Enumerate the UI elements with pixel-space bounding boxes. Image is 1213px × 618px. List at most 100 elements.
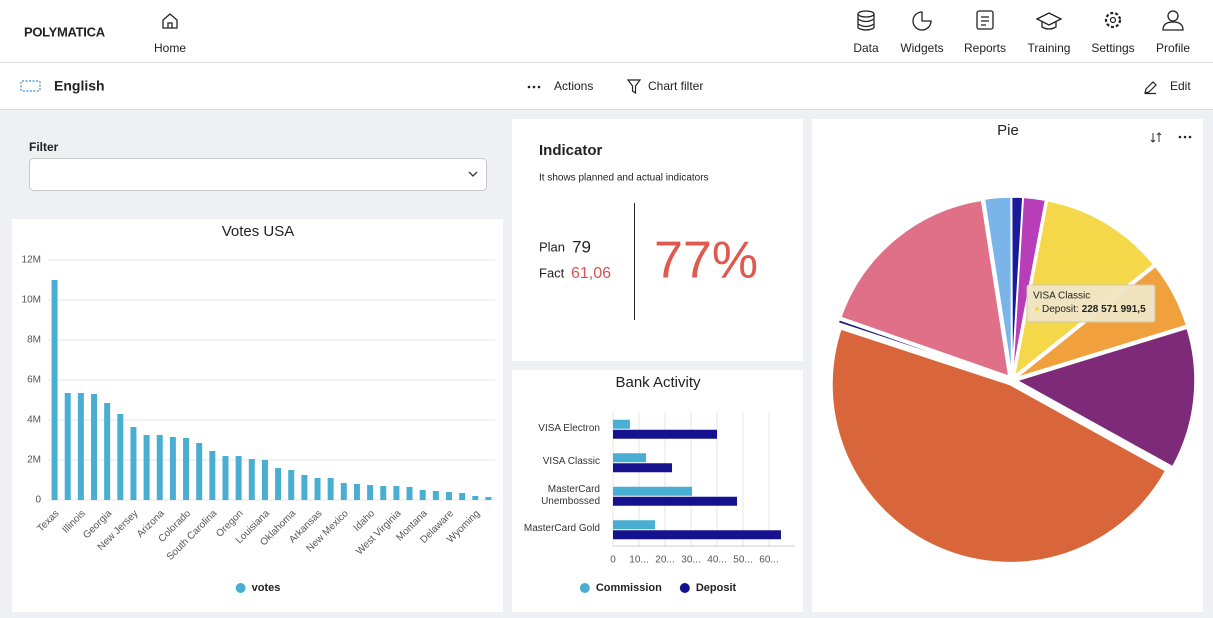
pie-slice	[837, 318, 1008, 380]
y-tick-label: VISA Electron	[538, 422, 600, 434]
chart-title: Pie	[997, 122, 1019, 139]
bar	[485, 497, 492, 500]
indicator-panel	[512, 119, 803, 361]
bar	[380, 486, 387, 500]
x-tick-label: 60...	[759, 555, 778, 566]
chart-filter-label: Chart filter	[648, 79, 703, 93]
nav-reports[interactable]: Reports	[964, 10, 1006, 55]
bar	[459, 493, 466, 500]
bar	[222, 456, 229, 500]
y-tick-label: 4M	[27, 415, 41, 426]
dot	[537, 85, 541, 89]
bar	[288, 470, 295, 500]
widgets-icon	[912, 11, 932, 31]
actions-button[interactable]: Actions	[527, 79, 594, 93]
nav-home[interactable]: Home	[154, 13, 186, 55]
dot	[1183, 135, 1187, 139]
edit-button[interactable]: Edit	[1144, 79, 1191, 95]
x-tick-label: 40...	[707, 555, 726, 566]
bar	[248, 459, 255, 500]
legend-swatch	[235, 583, 246, 593]
pencil-icon	[1144, 81, 1157, 95]
indicator-percent: 77%	[654, 232, 758, 290]
filter-label: Filter	[29, 140, 59, 154]
nav-profile[interactable]: Profile	[1156, 10, 1190, 55]
legend: Commission Deposit	[579, 582, 737, 594]
nav-label: Training	[1028, 41, 1071, 55]
bar	[340, 483, 347, 500]
x-tick-label: 50...	[733, 555, 752, 566]
fact-label: Fact	[539, 265, 565, 280]
bar	[117, 414, 124, 500]
bar	[613, 486, 693, 496]
plan-value: 79	[572, 237, 591, 256]
select-box	[29, 158, 487, 191]
y-tick-label: MasterCard Unembossed	[541, 483, 600, 507]
chart-title: Votes USA	[222, 223, 295, 240]
y-tick-label: 0	[35, 495, 41, 506]
x-tick-label: 20...	[655, 555, 674, 566]
profile-icon	[1167, 10, 1179, 22]
legend-swatch	[679, 583, 690, 593]
bar	[613, 429, 717, 439]
profile-icon	[1162, 21, 1184, 31]
bar	[104, 403, 111, 500]
nav-label: Data	[853, 41, 879, 55]
dot	[1178, 135, 1182, 139]
edit-label: Edit	[1170, 79, 1191, 93]
pie-slice	[831, 328, 1167, 564]
legend-label: Deposit	[696, 582, 737, 594]
sort-button[interactable]	[1150, 132, 1162, 143]
filter-select[interactable]	[29, 158, 487, 191]
nav-data[interactable]: Data	[853, 10, 879, 55]
bar	[613, 463, 673, 473]
indicator-subtitle: It shows planned and actual indicators	[539, 173, 709, 184]
bar	[196, 443, 203, 500]
x-tick-label: 0	[610, 555, 616, 566]
bar	[353, 484, 360, 500]
tooltip-line: Deposit: 228 571 991,5	[1042, 304, 1146, 315]
nav-settings[interactable]: Settings	[1091, 11, 1135, 55]
reports-icon	[981, 16, 989, 26]
pie-slice	[839, 199, 1010, 378]
plan-label: Plan	[539, 239, 565, 254]
y-tick-label: 10M	[22, 295, 41, 306]
logo[interactable]: POLYMATICA	[24, 24, 106, 39]
dot	[532, 85, 536, 89]
y-tick-label: MasterCard Gold	[523, 523, 600, 535]
fact-value: 61,06	[571, 265, 611, 282]
tooltip: VISA Classic Deposit: 228 571 991,5	[1026, 284, 1156, 323]
language[interactable]: English	[54, 78, 105, 94]
home-icon	[162, 13, 178, 29]
bar	[393, 486, 400, 500]
y-tick-label: 2M	[27, 455, 41, 466]
legend-label: Commission	[596, 582, 662, 594]
nav-label: Profile	[1156, 41, 1190, 55]
pie-menu[interactable]	[1178, 135, 1192, 139]
bar	[156, 435, 163, 500]
dot	[527, 85, 531, 89]
bar	[275, 468, 282, 500]
tooltip-box	[1026, 284, 1156, 323]
bar	[445, 492, 452, 500]
bar	[301, 475, 308, 500]
legend: votes	[235, 582, 280, 594]
chart-filter-button[interactable]: Chart filter	[626, 79, 703, 95]
bar	[235, 456, 242, 500]
nav-label: Home	[154, 41, 186, 55]
nav-label: Settings	[1091, 41, 1134, 55]
tooltip-series: Deposit:	[1042, 304, 1079, 315]
toolbar	[0, 63, 1213, 109]
indicator-title: Indicator	[539, 142, 603, 159]
bar	[51, 280, 58, 500]
chart-title: Bank Activity	[615, 374, 701, 391]
bar	[613, 496, 738, 506]
nav-widgets[interactable]: Widgets	[900, 11, 944, 55]
bar	[77, 393, 84, 500]
bar	[613, 530, 781, 540]
reports-icon	[976, 10, 994, 30]
nav-label: Widgets	[900, 41, 943, 55]
bar	[209, 451, 216, 500]
nav-training[interactable]: Training	[1028, 12, 1071, 55]
